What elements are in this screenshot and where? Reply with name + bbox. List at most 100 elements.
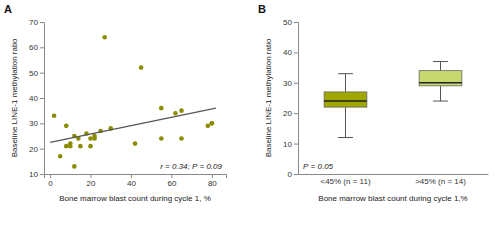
y-tick-mark [294, 113, 298, 114]
y-tick-label: 10 [29, 170, 38, 179]
point [92, 136, 97, 141]
point [64, 124, 69, 129]
x-tick-mark [171, 174, 172, 178]
x-tick: 20 [87, 174, 96, 188]
whisker-cap [433, 101, 448, 102]
point [210, 121, 215, 126]
point [159, 136, 164, 141]
x-tick-label: 0 [48, 179, 53, 188]
y-tick-mark [40, 149, 44, 150]
point [78, 144, 83, 149]
y-tick-mark [40, 47, 44, 48]
y-tick-mark [294, 52, 298, 53]
y-tick-mark [294, 144, 298, 145]
y-axis: 0 10 20 30 40 50 [283, 18, 298, 179]
point [68, 144, 73, 149]
x-tick: 80 [208, 174, 217, 188]
y-tick: 40 [29, 94, 44, 103]
point [52, 113, 57, 118]
y-tick: 20 [283, 109, 298, 118]
y-tick: 60 [29, 43, 44, 52]
median-line [419, 82, 462, 83]
panel: 10 20 30 40 50 60 70 0 20 40 60 80 Bone marrow blast… [4, 3, 227, 203]
point [58, 154, 63, 159]
y-tick-label: 50 [283, 18, 292, 27]
y-tick-mark [294, 174, 298, 175]
point [210, 121, 215, 126]
y-tick: 30 [29, 119, 44, 128]
panel-label: A [4, 3, 12, 15]
plot-area [50, 35, 216, 169]
whisker-cap [338, 137, 353, 138]
point [179, 108, 184, 113]
whisker [440, 86, 441, 101]
y-tick-label: 40 [29, 94, 38, 103]
axis-line [294, 23, 299, 175]
whisker [345, 74, 346, 92]
y-tick-label: 70 [29, 18, 38, 27]
y-tick: 50 [283, 18, 298, 27]
point [133, 141, 138, 146]
x-tick-label: 40 [127, 179, 136, 188]
x-tick-label: <45% (n = 11) [320, 177, 370, 186]
panel: 0 10 20 30 40 50 <45% (n = 11) >45% (n = 14) Bon… [258, 3, 489, 203]
x-tick-label: >45% (n = 14) [415, 177, 466, 186]
x-tick-label: 20 [87, 179, 96, 188]
box [419, 62, 462, 102]
y-tick-mark [40, 73, 44, 74]
point [102, 35, 107, 40]
point [173, 111, 178, 116]
y-tick-label: 0 [288, 170, 293, 179]
point [139, 65, 144, 70]
y-tick-mark [294, 83, 298, 84]
figure: 10 20 30 40 50 60 70 0 20 40 60 80 Bone marrow blast… [0, 0, 500, 225]
y-axis-label: Baseline LINE-1 methylation ratio [264, 38, 273, 157]
y-tick-mark [40, 22, 44, 23]
point [159, 106, 164, 111]
y-tick-label: 20 [29, 145, 38, 154]
x-tick-mark [212, 174, 213, 178]
x-tick: 60 [167, 174, 176, 188]
whisker [345, 107, 346, 137]
y-tick: 40 [283, 48, 298, 57]
y-axis-label: Baseline LINE-1 methylation ratio [10, 38, 19, 157]
y-tick: 70 [29, 18, 44, 27]
point [206, 124, 211, 129]
x-tick-mark [131, 174, 132, 178]
x-tick: 40 [127, 174, 136, 188]
y-tick: 50 [29, 69, 44, 78]
y-tick-label: 30 [29, 119, 38, 128]
y-tick: 10 [29, 170, 44, 179]
box-body [419, 71, 462, 86]
y-tick: 30 [283, 79, 298, 88]
y-tick: 10 [283, 140, 298, 149]
y-tick-mark [40, 98, 44, 99]
x-axis-label: Bone marrow blast count during cycle 1,% [318, 194, 467, 203]
x-tick: 0 [48, 174, 53, 188]
point [179, 136, 184, 141]
y-tick-mark [40, 174, 44, 175]
box [324, 74, 367, 138]
y-tick-label: 30 [283, 79, 292, 88]
x-axis-label: Bone marrow blast count during cycle 1, … [59, 194, 211, 203]
y-tick: 0 [288, 170, 298, 179]
point [72, 164, 77, 169]
y-tick-label: 20 [283, 109, 292, 118]
whisker-cap [338, 73, 353, 74]
point [88, 136, 93, 141]
x-tick: <45% (n = 11) [320, 174, 370, 186]
axis-line [299, 174, 489, 175]
plot-area [324, 62, 462, 138]
y-tick: 20 [29, 145, 44, 154]
y-tick-mark [40, 123, 44, 124]
axis-line [45, 175, 227, 179]
x-tick-label: 80 [208, 179, 217, 188]
y-axis: 10 20 30 40 50 60 70 [29, 18, 44, 179]
annotation: P = 0.05 [303, 162, 334, 171]
x-tick-mark [50, 174, 51, 178]
regression-line [50, 108, 216, 142]
y-tick-label: 40 [283, 48, 292, 57]
whisker [440, 62, 441, 71]
median-line [324, 100, 367, 101]
point [64, 144, 69, 149]
